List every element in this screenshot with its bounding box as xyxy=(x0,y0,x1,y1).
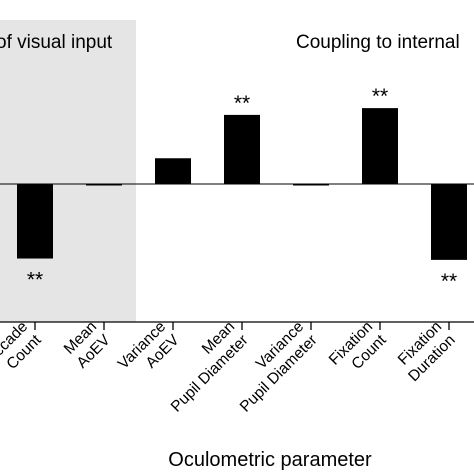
bar xyxy=(293,184,329,186)
visual-input-shaded-region xyxy=(0,20,136,322)
bar xyxy=(86,184,122,186)
bar xyxy=(17,184,53,259)
x-axis-title: Oculometric parameter xyxy=(168,449,372,471)
region-label-coupling-internal: Coupling to internal xyxy=(296,32,460,53)
significance-label: ** xyxy=(234,92,250,115)
bar xyxy=(155,158,191,184)
significance-label: ** xyxy=(27,269,43,292)
bar xyxy=(431,184,467,260)
bar xyxy=(224,114,260,184)
bar xyxy=(362,108,398,184)
significance-label: ** xyxy=(372,85,388,108)
region-label-visual-input: of visual input xyxy=(0,32,113,53)
significance-label: ** xyxy=(441,270,457,293)
